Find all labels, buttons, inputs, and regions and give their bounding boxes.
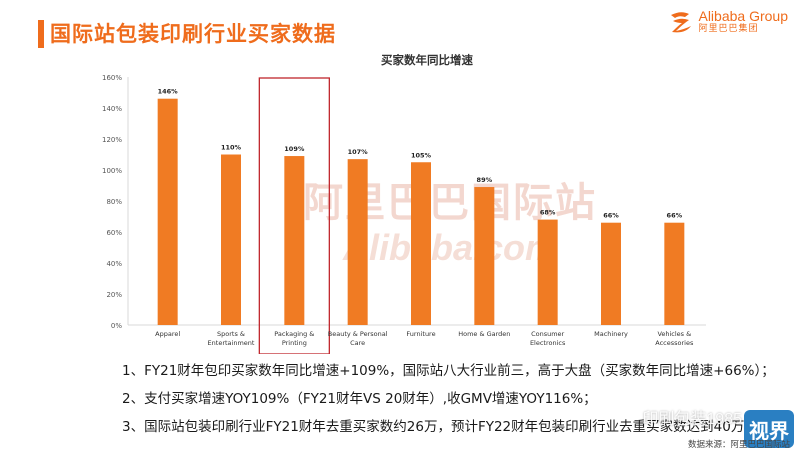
data-label: 105% — [411, 151, 432, 159]
category-label: Care — [350, 339, 365, 347]
category-label: Home & Garden — [458, 330, 510, 338]
data-label: 66% — [603, 212, 619, 220]
category-label: Packaging & — [274, 330, 314, 338]
data-label: 107% — [348, 148, 369, 156]
category-label: Furniture — [406, 330, 435, 338]
y-tick-label: 160% — [102, 74, 122, 82]
data-label: 68% — [540, 209, 556, 217]
alibaba-group-logo: Alibaba Group 阿里巴巴集团 — [667, 6, 788, 36]
bar — [664, 222, 685, 325]
bar — [221, 154, 241, 325]
category-label: Apparel — [155, 330, 180, 338]
buyer-growth-bar-chart: 阿里巴巴国际站 Alibaba.com 买家数年同比增速 0% 20% 40% 60%… — [102, 53, 706, 354]
chart-watermark-en: Alibaba.com — [342, 227, 557, 268]
note-item: 3、国际站包装印刷行业FY21财年去重买家数约26万，预计FY22财年包装印刷行… — [122, 419, 745, 435]
bar — [474, 187, 495, 325]
notes-list: 1、FY21财年包印买家数年同比增速+109%，国际站八大行业前三，高于大盘（买… — [122, 360, 775, 444]
category-label: Beauty & Personal — [328, 330, 388, 338]
data-label: 146% — [158, 88, 179, 96]
bar — [411, 162, 431, 325]
logo-text-en: Alibaba Group — [698, 7, 788, 24]
bar — [537, 219, 558, 325]
y-tick-label: 40% — [106, 260, 122, 268]
chart-title: 买家数年同比增速 — [381, 53, 473, 67]
data-label: 89% — [477, 176, 493, 184]
data-label: 110% — [221, 144, 242, 152]
category-label: Entertainment — [208, 339, 255, 347]
note-item: 2、支付买家增速YOY109%（FY21财年VS 20财年）,收GMV增速YOY… — [122, 391, 597, 407]
y-tick-label: 140% — [102, 105, 122, 113]
bar — [347, 159, 368, 325]
category-label: Electronics — [530, 339, 566, 347]
page-title: 国际站包装印刷行业买家数据 — [50, 22, 336, 46]
y-tick-label: 80% — [106, 198, 122, 206]
bar — [284, 156, 305, 325]
y-tick-label: 100% — [102, 167, 122, 175]
title-accent-bar — [38, 20, 44, 48]
category-label: Sports & — [217, 330, 245, 338]
data-label: 109% — [284, 145, 305, 153]
source-watermark-logo: 视界 — [744, 410, 794, 448]
note-item: 1、FY21财年包印买家数年同比增速+109%，国际站八大行业前三，高于大盘（买… — [122, 363, 775, 379]
chart-watermark-cn: 阿里巴巴国际站 — [303, 180, 597, 226]
y-tick-label: 20% — [106, 291, 122, 299]
category-label: Machinery — [594, 330, 628, 338]
alibaba-logo-icon — [671, 12, 692, 33]
source-watermark-text: 印刷包装1985 — [642, 411, 742, 428]
y-tick-label: 60% — [106, 229, 122, 237]
category-label: Accessories — [655, 339, 694, 347]
y-tick-label: 120% — [102, 136, 122, 144]
bar — [601, 222, 621, 325]
category-label: Consumer — [531, 330, 564, 338]
category-label: Vehicles & — [657, 330, 691, 338]
data-label: 66% — [667, 212, 683, 220]
bar — [157, 98, 178, 325]
highlight-box — [258, 77, 330, 354]
logo-text-cn: 阿里巴巴集团 — [698, 23, 759, 34]
y-tick-label: 0% — [111, 322, 122, 330]
category-label: Printing — [282, 339, 307, 347]
data-source-footer: 数据来源：阿里巴巴国际站 — [687, 440, 790, 450]
